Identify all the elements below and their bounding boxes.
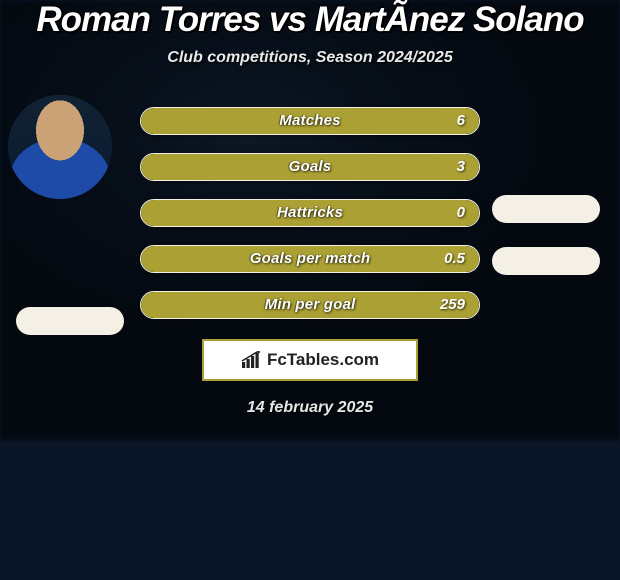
stat-label: Hattricks [141,200,479,226]
stat-value: 3 [457,154,465,180]
stat-rows: Matches6Goals3Hattricks0Goals per match0… [140,85,480,319]
player-left-avatar [8,95,112,199]
stat-bar: Goals per match0.5 [140,245,480,273]
stat-bar: Goals3 [140,153,480,181]
bar-chart-icon [241,351,263,369]
season-subtitle: Club competitions, Season 2024/2025 [167,49,452,67]
stat-label: Goals per match [141,246,479,272]
stat-value: 259 [440,292,465,318]
snapshot-date: 14 february 2025 [247,399,373,417]
stat-value: 0 [457,200,465,226]
comparison-area: Matches6Goals3Hattricks0Goals per match0… [0,85,620,337]
stat-label: Goals [141,154,479,180]
stat-value: 6 [457,108,465,134]
content-wrapper: Roman Torres vs MartÃnez Solano Club com… [0,0,620,417]
comparison-title: Roman Torres vs MartÃnez Solano [36,2,583,39]
avatar-image [8,95,112,199]
stat-bar: Min per goal259 [140,291,480,319]
stat-bar: Matches6 [140,107,480,135]
brand-attribution[interactable]: FcTables.com [202,339,418,381]
stat-value: 0.5 [444,246,465,272]
stat-bar: Hattricks0 [140,199,480,227]
player-right-name-pill-2 [492,247,600,275]
player-right-name-pill-1 [492,195,600,223]
stat-label: Min per goal [141,292,479,318]
player-left-name-pill [16,307,124,335]
brand-text: FcTables.com [267,350,379,370]
stat-label: Matches [141,108,479,134]
